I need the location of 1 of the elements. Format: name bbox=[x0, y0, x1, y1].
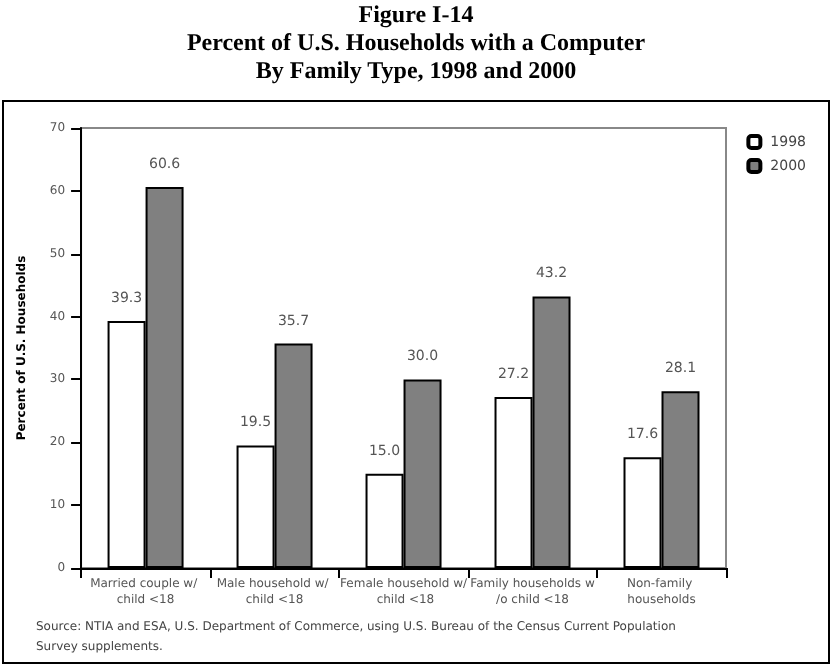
chart-title: Figure I-14 Percent of U.S. Households with a Computer By Family Type, 1998 and 2000 bbox=[184, 0, 648, 84]
